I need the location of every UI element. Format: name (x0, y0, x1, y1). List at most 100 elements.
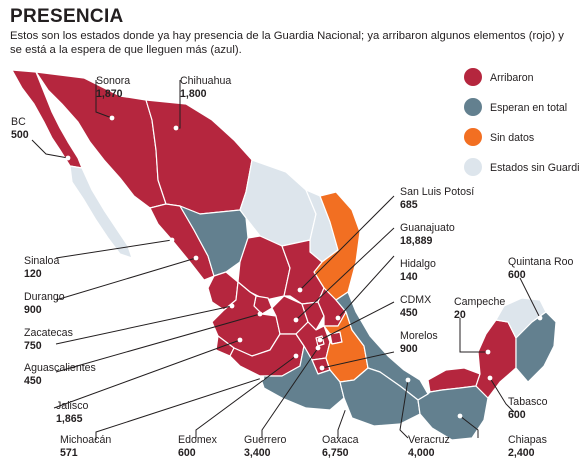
label-oaxaca: Oaxaca 6,750 (322, 434, 359, 459)
marker-zacatecas (229, 303, 235, 309)
label-zacatecas: Zacatecas 750 (24, 327, 73, 352)
label-tabasco-name: Tabasco (508, 396, 548, 408)
label-guanajuato-value: 18,889 (400, 234, 433, 247)
label-bc-name: BC (11, 116, 26, 128)
marker-tabasco (487, 375, 493, 381)
marker-jalisco (237, 337, 243, 343)
marker-chiapas (457, 413, 463, 419)
label-chiapas: Chiapas 2,400 (508, 434, 547, 459)
marker-sonora (109, 115, 115, 121)
marker-michoacan (259, 375, 265, 381)
label-veracruz: Veracruz 4,000 (408, 434, 450, 459)
marker-oaxaca (343, 405, 349, 411)
label-quintana-roo-name: Quintana Roo (508, 256, 574, 268)
label-campeche: Campeche 20 (454, 296, 505, 321)
label-bc: BC 500 (11, 116, 29, 141)
label-jalisco-value: 1,865 (56, 412, 83, 425)
label-tabasco-value: 600 (508, 408, 526, 421)
marker-san-luis-potosi (297, 287, 303, 293)
state-campeche[interactable] (475, 319, 517, 399)
label-chiapas-name: Chiapas (508, 434, 547, 446)
legend-label-sin-guardia: Estados sin Guardia (490, 162, 580, 174)
label-cdmx-name: CDMX (400, 294, 432, 306)
label-michoacan: Michoacán 571 (60, 434, 111, 459)
legend-dot-esperan (464, 98, 482, 116)
label-edomex-value: 600 (178, 446, 196, 459)
label-quintana-roo: Quintana Roo 600 (508, 256, 573, 281)
label-durango-value: 900 (24, 303, 42, 316)
label-oaxaca-name: Oaxaca (322, 434, 359, 446)
label-morelos: Morelos 900 (400, 330, 438, 355)
marker-veracruz (405, 377, 411, 383)
marker-durango (193, 255, 199, 261)
state-guerrero[interactable] (259, 345, 345, 411)
label-san-luis-potosi: San Luis Potosí 685 (400, 186, 474, 211)
legend-dot-sin-datos (464, 128, 482, 146)
label-sinaloa: Sinaloa 120 (24, 255, 59, 280)
marker-campeche (485, 349, 491, 355)
state-baja-california-sur (69, 165, 133, 259)
marker-bc (65, 155, 71, 161)
marker-aguascalientes (257, 311, 263, 317)
label-guerrero: Guerrero 3,400 (244, 434, 286, 459)
label-chihuahua: Chihuahua 1,800 (180, 75, 231, 100)
label-sinaloa-value: 120 (24, 267, 42, 280)
label-hidalgo-value: 140 (400, 270, 418, 283)
label-cdmx-value: 450 (400, 306, 418, 319)
label-edomex: Edomex 600 (178, 434, 217, 459)
marker-quintana-roo (537, 315, 543, 321)
label-sonora: Sonora 1,870 (96, 75, 130, 100)
label-chiapas-value: 2,400 (508, 446, 535, 459)
label-veracruz-value: 4,000 (408, 446, 435, 459)
legend-label-esperan: Esperan en total (490, 102, 568, 114)
legend-label-arribaron: Arribaron (490, 72, 534, 84)
label-hidalgo-name: Hidalgo (400, 258, 436, 270)
marker-chihuahua (173, 125, 179, 131)
label-aguascalientes: Aguascalientes 450 (24, 362, 96, 387)
label-bc-value: 500 (11, 128, 29, 141)
marker-hidalgo (335, 315, 341, 321)
label-oaxaca-value: 6,750 (322, 446, 349, 459)
label-guerrero-name: Guerrero (244, 434, 287, 446)
state-coahuila (239, 159, 317, 247)
label-jalisco: Jalisco 1,865 (56, 400, 88, 425)
label-durango-name: Durango (24, 291, 65, 303)
label-morelos-value: 900 (400, 342, 418, 355)
label-san-luis-potosi-name: San Luis Potosí (400, 186, 475, 198)
label-tabasco: Tabasco 600 (508, 396, 547, 421)
label-aguascalientes-value: 450 (24, 374, 42, 387)
label-guanajuato-name: Guanajuato (400, 222, 455, 234)
marker-guerrero (315, 345, 321, 351)
label-cdmx: CDMX 450 (400, 294, 431, 319)
label-michoacan-value: 571 (60, 446, 78, 459)
label-zacatecas-name: Zacatecas (24, 327, 73, 339)
marker-edomex (293, 353, 299, 359)
label-veracruz-name: Veracruz (408, 434, 450, 446)
label-sonora-value: 1,870 (96, 87, 123, 100)
label-edomex-name: Edomex (178, 434, 217, 446)
label-aguascalientes-name: Aguascalientes (24, 362, 96, 374)
label-michoacan-name: Michoacán (60, 434, 112, 446)
legend-label-sin-datos: Sin datos (490, 132, 535, 144)
label-jalisco-name: Jalisco (56, 400, 89, 412)
legend-dot-sin-guardia (464, 158, 482, 176)
map-title: PRESENCIA (10, 6, 124, 27)
marker-guanajuato (293, 317, 299, 323)
label-quintana-roo-value: 600 (508, 268, 526, 281)
marker-morelos (319, 365, 325, 371)
legend-dot-arribaron (464, 68, 482, 86)
label-sonora-name: Sonora (96, 75, 131, 87)
map-subtitle: Estos son los estados donde ya hay prese… (10, 30, 564, 56)
label-chihuahua-name: Chihuahua (180, 75, 232, 87)
label-guanajuato: Guanajuato 18,889 (400, 222, 455, 247)
label-zacatecas-value: 750 (24, 339, 42, 352)
label-campeche-name: Campeche (454, 296, 506, 308)
label-durango: Durango 900 (24, 291, 65, 316)
label-hidalgo: Hidalgo 140 (400, 258, 436, 283)
leader-lines (31, 80, 541, 440)
marker-sinaloa (169, 237, 175, 243)
label-campeche-value: 20 (454, 308, 466, 321)
state-quintana-roo[interactable] (515, 311, 557, 383)
label-sinaloa-name: Sinaloa (24, 255, 60, 267)
